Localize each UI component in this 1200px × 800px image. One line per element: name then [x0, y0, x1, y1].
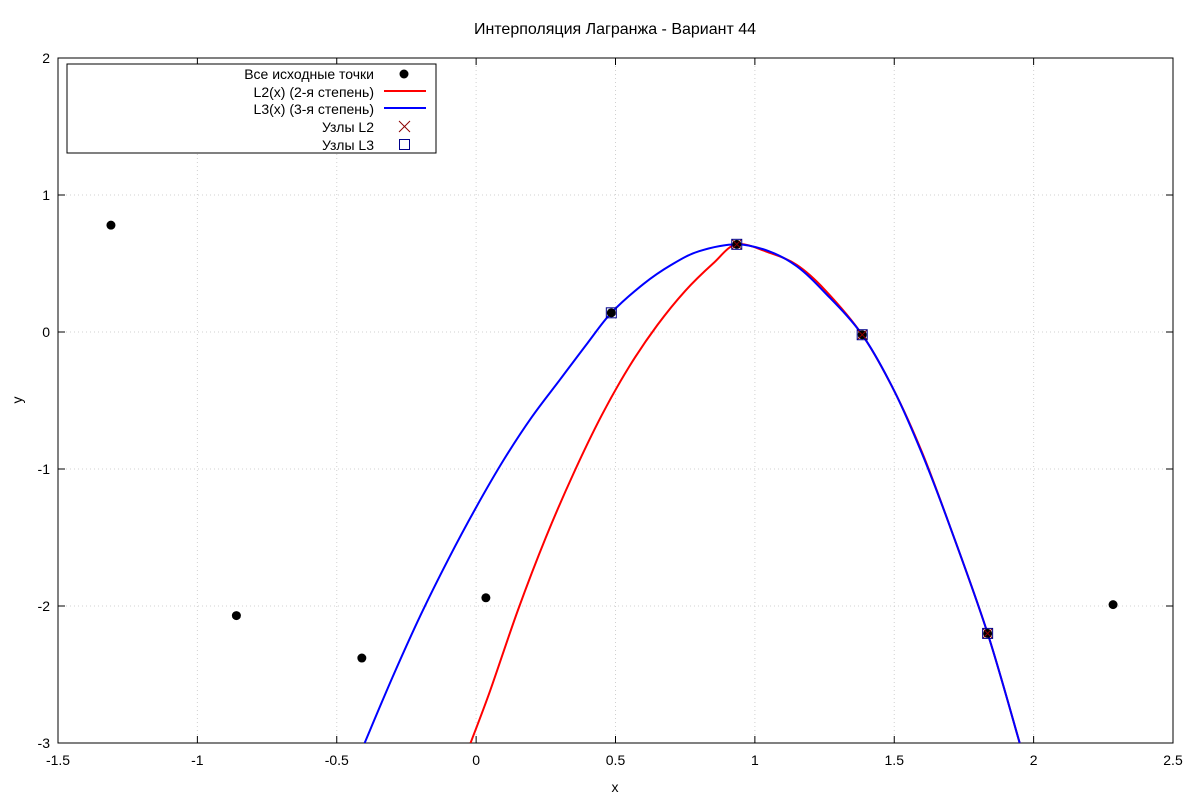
- legend-label-all-points: Все исходные точки: [244, 66, 374, 82]
- legend-label-l3: L3(x) (3-я степень): [254, 101, 374, 117]
- node-l3-marker: [856, 329, 868, 341]
- x-tick-label: 0: [472, 752, 480, 768]
- x-tick-labels: -1.5 -1 -0.5 0 0.5 1 1.5 2 2.5: [46, 752, 1183, 768]
- legend: Все исходные точки L2(x) (2-я степень) L…: [66, 63, 437, 154]
- axis-ticks: [57, 57, 1174, 744]
- grid: [58, 58, 1173, 743]
- plot-area: [106, 220, 1118, 743]
- legend-label-nodes-l3: Узлы L3: [322, 137, 374, 153]
- data-point: [106, 220, 116, 230]
- x-axis-label: x: [612, 779, 619, 795]
- node-l2-marker: [982, 628, 993, 639]
- x-tick-label: -1: [191, 752, 204, 768]
- legend-marker-nodes-l2: [398, 120, 411, 133]
- y-tick-label: -2: [38, 598, 51, 614]
- x-tick-label: -1.5: [46, 752, 70, 768]
- y-tick-labels: -3 -2 -1 0 1 2: [38, 50, 51, 751]
- node-l3-marker: [731, 238, 743, 250]
- data-point: [1108, 600, 1118, 610]
- y-tick-label: -3: [38, 735, 51, 751]
- x-tick-label: 2: [1030, 752, 1038, 768]
- legend-label-nodes-l2: Узлы L2: [322, 119, 374, 135]
- y-tick-label: 0: [42, 324, 50, 340]
- data-point: [606, 308, 616, 318]
- data-point: [481, 593, 491, 603]
- x-tick-label: 1.5: [885, 752, 905, 768]
- y-axis-label: y: [9, 397, 25, 404]
- x-tick-label: -0.5: [325, 752, 349, 768]
- y-tick-label: -1: [38, 461, 51, 477]
- series-line-l3-curve: [363, 243, 1021, 743]
- legend-label-l2: L2(x) (2-я степень): [254, 84, 374, 100]
- data-point: [231, 611, 241, 621]
- node-l2-marker: [731, 238, 743, 250]
- x-tick-label: 2.5: [1163, 752, 1183, 768]
- legend-marker-all-points: [399, 69, 409, 79]
- node-l2-marker: [856, 329, 868, 341]
- x-tick-label: 0.5: [606, 752, 626, 768]
- y-tick-label: 2: [42, 50, 50, 66]
- node-l3-marker: [982, 627, 994, 639]
- node-l3-marker: [605, 307, 617, 319]
- legend-marker-nodes-l3: [399, 139, 410, 150]
- chart-title: Интерполяция Лагранжа - Вариант 44: [474, 21, 756, 38]
- plot-frame: [57, 57, 1174, 744]
- legend-box: [66, 63, 437, 154]
- data-point: [357, 653, 367, 663]
- x-tick-label: 1: [751, 752, 759, 768]
- y-tick-label: 1: [42, 187, 50, 203]
